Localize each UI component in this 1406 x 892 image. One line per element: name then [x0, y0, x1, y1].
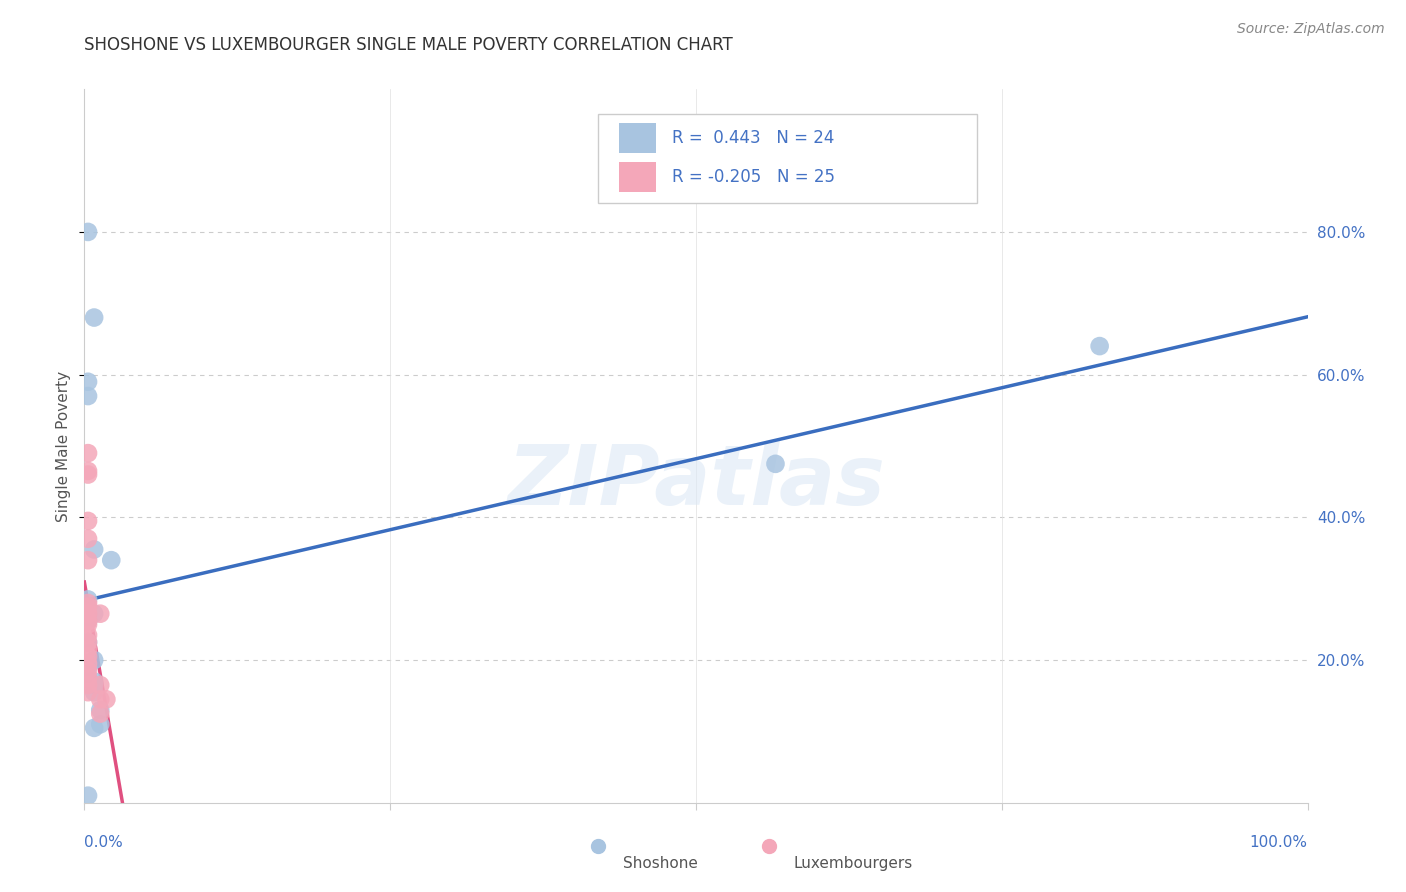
- Point: [77, 649, 100, 664]
- Point: [758, 838, 780, 853]
- Point: [77, 660, 100, 674]
- Text: ZIPatlas: ZIPatlas: [508, 442, 884, 522]
- Point: [89, 678, 111, 692]
- Point: [77, 389, 100, 403]
- Point: [77, 553, 100, 567]
- Point: [83, 607, 105, 621]
- Point: [77, 225, 100, 239]
- Point: [83, 674, 105, 689]
- Text: Source: ZipAtlas.com: Source: ZipAtlas.com: [1237, 22, 1385, 37]
- Point: [77, 607, 100, 621]
- Point: [77, 607, 100, 621]
- Point: [77, 789, 100, 803]
- Point: [77, 592, 100, 607]
- Text: 0.0%: 0.0%: [84, 835, 124, 850]
- Point: [77, 599, 100, 614]
- Point: [77, 657, 100, 671]
- Point: [77, 375, 100, 389]
- Point: [100, 553, 122, 567]
- Point: [77, 635, 100, 649]
- Point: [77, 532, 100, 546]
- Text: SHOSHONE VS LUXEMBOURGER SINGLE MALE POVERTY CORRELATION CHART: SHOSHONE VS LUXEMBOURGER SINGLE MALE POV…: [84, 36, 733, 54]
- Bar: [619, 123, 655, 153]
- Text: R = -0.205   N = 25: R = -0.205 N = 25: [672, 168, 835, 186]
- Point: [96, 692, 118, 706]
- Text: R =  0.443   N = 24: R = 0.443 N = 24: [672, 129, 834, 147]
- FancyBboxPatch shape: [598, 114, 977, 203]
- Point: [1088, 339, 1111, 353]
- Point: [77, 678, 100, 692]
- Point: [77, 446, 100, 460]
- Point: [77, 664, 100, 678]
- Point: [83, 653, 105, 667]
- Point: [77, 671, 100, 685]
- Point: [83, 542, 105, 557]
- Point: [77, 467, 100, 482]
- Point: [89, 706, 111, 721]
- Point: [83, 678, 105, 692]
- Point: [83, 310, 105, 325]
- Point: [77, 685, 100, 699]
- Point: [77, 628, 100, 642]
- Point: [89, 717, 111, 731]
- Point: [77, 614, 100, 628]
- Point: [89, 703, 111, 717]
- Point: [77, 671, 100, 685]
- Point: [77, 614, 100, 628]
- Text: Luxembourgers: Luxembourgers: [794, 856, 912, 871]
- Point: [77, 596, 100, 610]
- Point: [89, 692, 111, 706]
- Point: [83, 721, 105, 735]
- Point: [89, 607, 111, 621]
- Point: [77, 464, 100, 478]
- Point: [83, 685, 105, 699]
- Y-axis label: Single Male Poverty: Single Male Poverty: [56, 370, 72, 522]
- Point: [586, 838, 609, 853]
- Point: [77, 617, 100, 632]
- Point: [77, 514, 100, 528]
- Text: 100.0%: 100.0%: [1250, 835, 1308, 850]
- Point: [765, 457, 787, 471]
- Point: [77, 635, 100, 649]
- Point: [77, 614, 100, 628]
- Text: Shoshone: Shoshone: [623, 856, 697, 871]
- Bar: [619, 161, 655, 192]
- Point: [77, 642, 100, 657]
